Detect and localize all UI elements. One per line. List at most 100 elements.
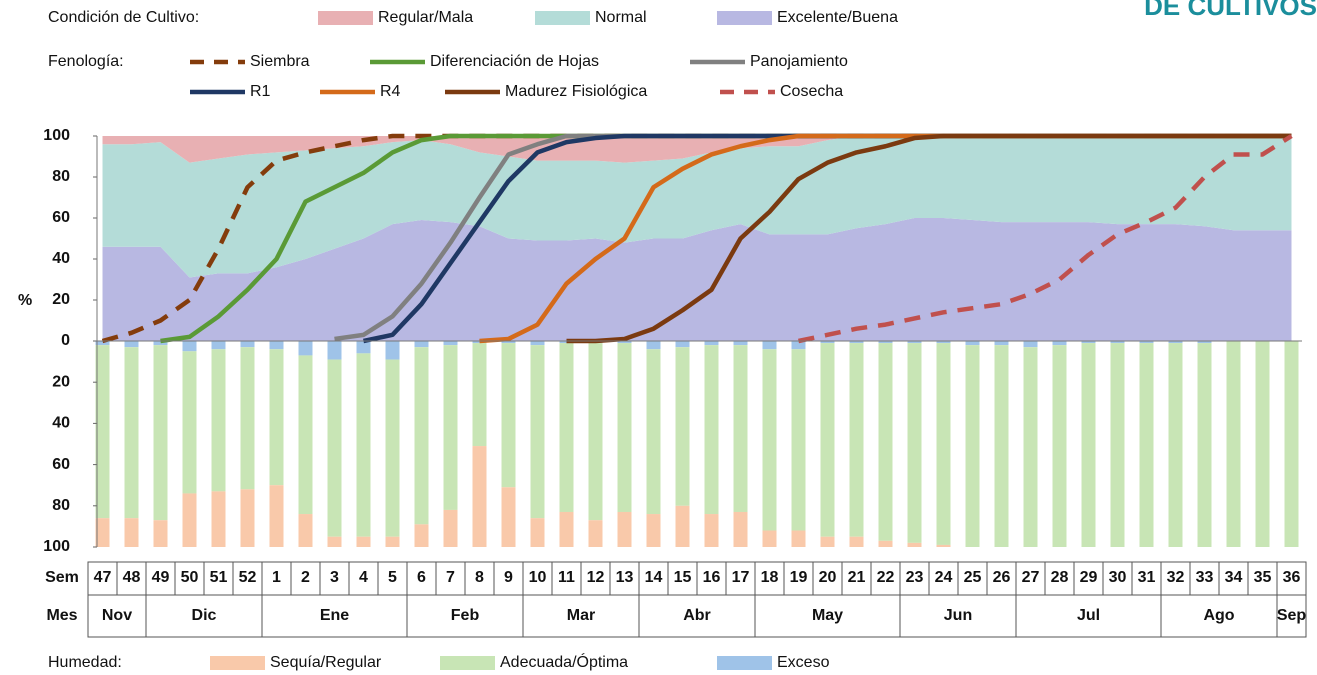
legend-swatch [318, 11, 373, 25]
x-tick-label: 51 [210, 569, 228, 586]
legend-swatch [440, 656, 495, 670]
bar-segment [1197, 341, 1212, 344]
x-tick-label: 35 [1254, 569, 1272, 586]
bar-segment [1168, 341, 1183, 344]
bar-segment [327, 536, 342, 547]
row-label: Sem [45, 569, 79, 586]
bar-segment [124, 347, 139, 519]
legend-swatch [535, 11, 590, 25]
bar-segment [1081, 341, 1096, 344]
bar-segment [936, 341, 951, 344]
bar-segment [298, 355, 313, 515]
bar-segment [211, 349, 226, 492]
month-label: Dic [192, 607, 217, 624]
x-tick-label: 4 [359, 569, 368, 586]
x-tick-label: 9 [504, 569, 513, 586]
y-tick-label: 40 [52, 415, 70, 432]
bar-segment [762, 341, 777, 350]
x-tick-label: 36 [1283, 569, 1301, 586]
bar-segment [298, 341, 313, 356]
bar-segment [1255, 341, 1270, 547]
legend-label: Panojamiento [750, 53, 848, 70]
bar-segment [994, 341, 1009, 346]
legend-label: Exceso [777, 654, 830, 671]
bar-segment [820, 341, 835, 344]
x-tick-label: 27 [1022, 569, 1040, 586]
y-tick-label: 20 [52, 291, 70, 308]
bar-segment [182, 351, 197, 494]
bar-segment [646, 349, 661, 515]
x-tick-label: 50 [181, 569, 199, 586]
x-tick-label: 18 [761, 569, 779, 586]
bar-segment [95, 518, 110, 547]
x-tick-label: 17 [732, 569, 750, 586]
bar-segment [95, 341, 110, 346]
x-tick-label: 8 [475, 569, 484, 586]
x-tick-label: 15 [674, 569, 692, 586]
bar-segment [95, 345, 110, 519]
y-tick-label: 100 [43, 127, 70, 144]
bar-segment [124, 341, 139, 348]
bar-segment [733, 341, 748, 346]
area [102, 136, 1292, 163]
legend-label: Siembra [250, 53, 310, 70]
bar-segment [1139, 343, 1154, 547]
x-tick-label: 21 [848, 569, 866, 586]
legend-title: Humedad: [48, 654, 122, 671]
legend-title: Fenología: [48, 53, 124, 70]
line [798, 134, 1293, 344]
legend-swatch [210, 656, 265, 670]
bar-segment [791, 530, 806, 547]
bar-segment [530, 518, 545, 547]
bar-segment [849, 536, 864, 547]
x-tick-label: 24 [935, 569, 953, 586]
bar-segment [936, 343, 951, 545]
x-tick-label: 28 [1051, 569, 1069, 586]
month-label: Sep [1277, 607, 1307, 624]
bar-segment [385, 341, 400, 360]
bar-segment [182, 341, 197, 352]
y-tick-label: 100 [43, 538, 70, 555]
bar-segment [240, 341, 255, 348]
bar-layer [95, 341, 1299, 547]
bar-segment [269, 349, 284, 486]
x-tick-label: 6 [417, 569, 426, 586]
bar-segment [530, 345, 545, 519]
bar-segment [878, 343, 893, 541]
bar-segment [1197, 343, 1212, 547]
bar-segment [1110, 343, 1125, 547]
bar-segment [1226, 341, 1241, 547]
x-tick-label: 31 [1138, 569, 1156, 586]
x-tick-label: 11 [558, 569, 575, 586]
x-tick-label: 1 [272, 569, 281, 586]
bar-segment [501, 341, 516, 344]
legend-label: Cosecha [780, 83, 843, 100]
y-tick-label: 80 [52, 497, 70, 514]
x-tick-label: 52 [239, 569, 257, 586]
x-tick-label: 19 [790, 569, 808, 586]
bar-segment [849, 343, 864, 537]
bar-segment [762, 349, 777, 531]
legend-title: Condición de Cultivo: [48, 9, 199, 26]
bar-segment [820, 343, 835, 537]
line [566, 133, 1292, 344]
bar-segment [1052, 345, 1067, 547]
x-tick-label: 34 [1225, 569, 1243, 586]
legend-label: R4 [380, 83, 401, 100]
x-tick-label: 32 [1167, 569, 1185, 586]
bar-segment [559, 511, 574, 547]
month-label: Ene [320, 607, 349, 624]
bar-segment [414, 524, 429, 547]
bar-segment [646, 341, 661, 350]
bar-segment [878, 341, 893, 344]
legend-swatch [717, 11, 772, 25]
x-tick-label: 49 [152, 569, 170, 586]
bar-segment [588, 343, 603, 521]
bar-segment [965, 341, 980, 346]
bar-segment [617, 511, 632, 547]
bar-segment [153, 345, 168, 521]
y-tick-label: 40 [52, 250, 70, 267]
bar-segment [530, 341, 545, 346]
bar-segment [704, 514, 719, 547]
bar-segment [675, 505, 690, 547]
